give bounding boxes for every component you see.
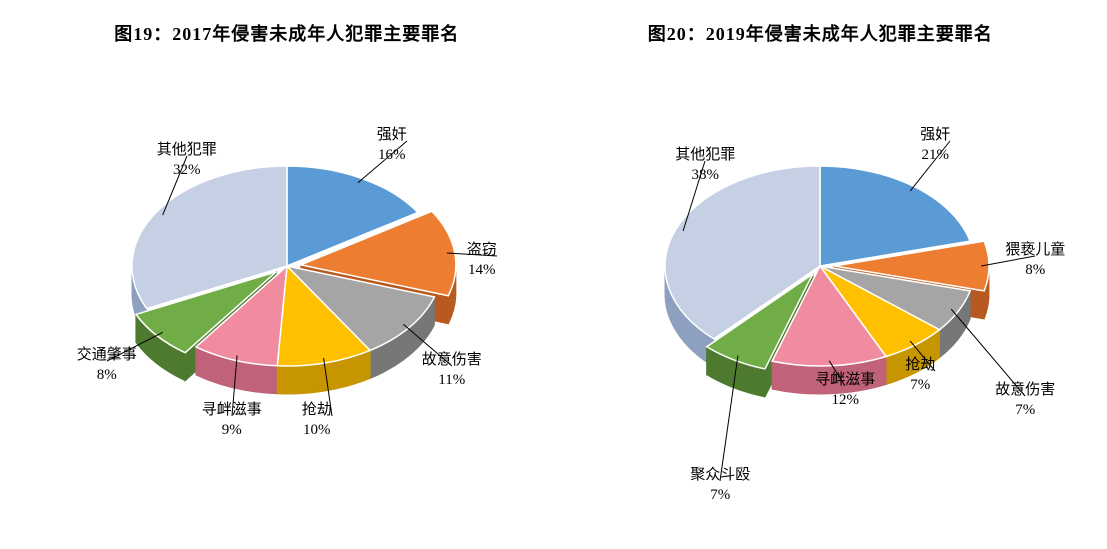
slice-label-pct: 14% — [467, 261, 497, 281]
slice-label-pct: 7% — [905, 376, 935, 396]
slice-label-pct: 32% — [157, 161, 217, 181]
slice-label: 盗窃14% — [467, 241, 497, 280]
pie-area-fig20: 强奸21%猥亵儿童8%故意伤害7%抢劫7%寻衅滋事12%聚众斗殴7%其他犯罪38… — [560, 66, 1080, 486]
slice-label-name: 抢劫 — [905, 356, 935, 376]
chart-panel-fig19: 图19：2017年侵害未成年人犯罪主要罪名 强奸16% 盗窃14% 故意伤害11% 抢… — [27, 20, 547, 520]
slice-label-name: 其他犯罪 — [675, 146, 735, 166]
slice-label-name: 寻衅滋事 — [815, 371, 875, 391]
chart-title-fig20: 图20：2019年侵害未成年人犯罪主要罪名 — [560, 20, 1080, 46]
slice-label: 寻衅滋事12% — [815, 371, 875, 410]
slice-label-pct: 9% — [202, 421, 262, 441]
slice-label-pct: 38% — [675, 166, 735, 186]
slice-label-name: 猥亵儿童 — [1005, 241, 1065, 261]
slice-label-name: 盗窃 — [467, 241, 497, 261]
slice-label: 聚众斗殴7% — [690, 466, 750, 505]
slice-label-pct: 11% — [422, 371, 482, 391]
chart-panel-fig20: 图20：2019年侵害未成年人犯罪主要罪名 强奸21%猥亵儿童8%故意伤害7%抢… — [560, 20, 1080, 520]
slice-label-name: 聚众斗殴 — [690, 466, 750, 486]
slice-label: 故意伤害7% — [995, 381, 1055, 420]
slice-label-name: 故意伤害 — [995, 381, 1055, 401]
slice-label-name: 强奸 — [377, 126, 407, 146]
slice-label-pct: 7% — [995, 401, 1055, 421]
slice-label: 寻衅滋事9% — [202, 401, 262, 440]
slice-label-pct: 7% — [690, 486, 750, 506]
charts-container: 图19：2017年侵害未成年人犯罪主要罪名 强奸16%盗窃14%故意伤害11%抢… — [20, 20, 1087, 520]
slice-label: 强奸16% — [377, 126, 407, 165]
slice-label: 故意伤害11% — [422, 351, 482, 390]
slice-label: 猥亵儿童8% — [1005, 241, 1065, 280]
slice-label-name: 交通肇事 — [77, 346, 137, 366]
slice-label: 抢劫10% — [302, 401, 332, 440]
slice-label: 交通肇事8% — [77, 346, 137, 385]
slice-label-pct: 8% — [1005, 261, 1065, 281]
slice-label-name: 故意伤害 — [422, 351, 482, 371]
slice-label: 其他犯罪38% — [675, 146, 735, 185]
slice-label-pct: 10% — [302, 421, 332, 441]
chart-title-fig19: 图19：2017年侵害未成年人犯罪主要罪名 — [27, 20, 547, 46]
slice-label-pct: 8% — [77, 366, 137, 386]
slice-label-name: 抢劫 — [302, 401, 332, 421]
slice-label-pct: 16% — [377, 146, 407, 166]
slice-label: 其他犯罪32% — [157, 141, 217, 180]
pie-area-fig19: 强奸16% 盗窃14% 故意伤害11% 抢劫10% 寻衅滋事9% 交通肇事8% 其他犯罪32… — [27, 66, 547, 486]
pie-svg-fig20 — [560, 66, 1080, 486]
slice-label-name: 其他犯罪 — [157, 141, 217, 161]
slice-label: 抢劫7% — [905, 356, 935, 395]
slice-label-pct: 12% — [815, 391, 875, 411]
slice-label-pct: 21% — [920, 146, 950, 166]
slice-label-name: 寻衅滋事 — [202, 401, 262, 421]
slice-label: 强奸21% — [920, 126, 950, 165]
slice-label-name: 强奸 — [920, 126, 950, 146]
